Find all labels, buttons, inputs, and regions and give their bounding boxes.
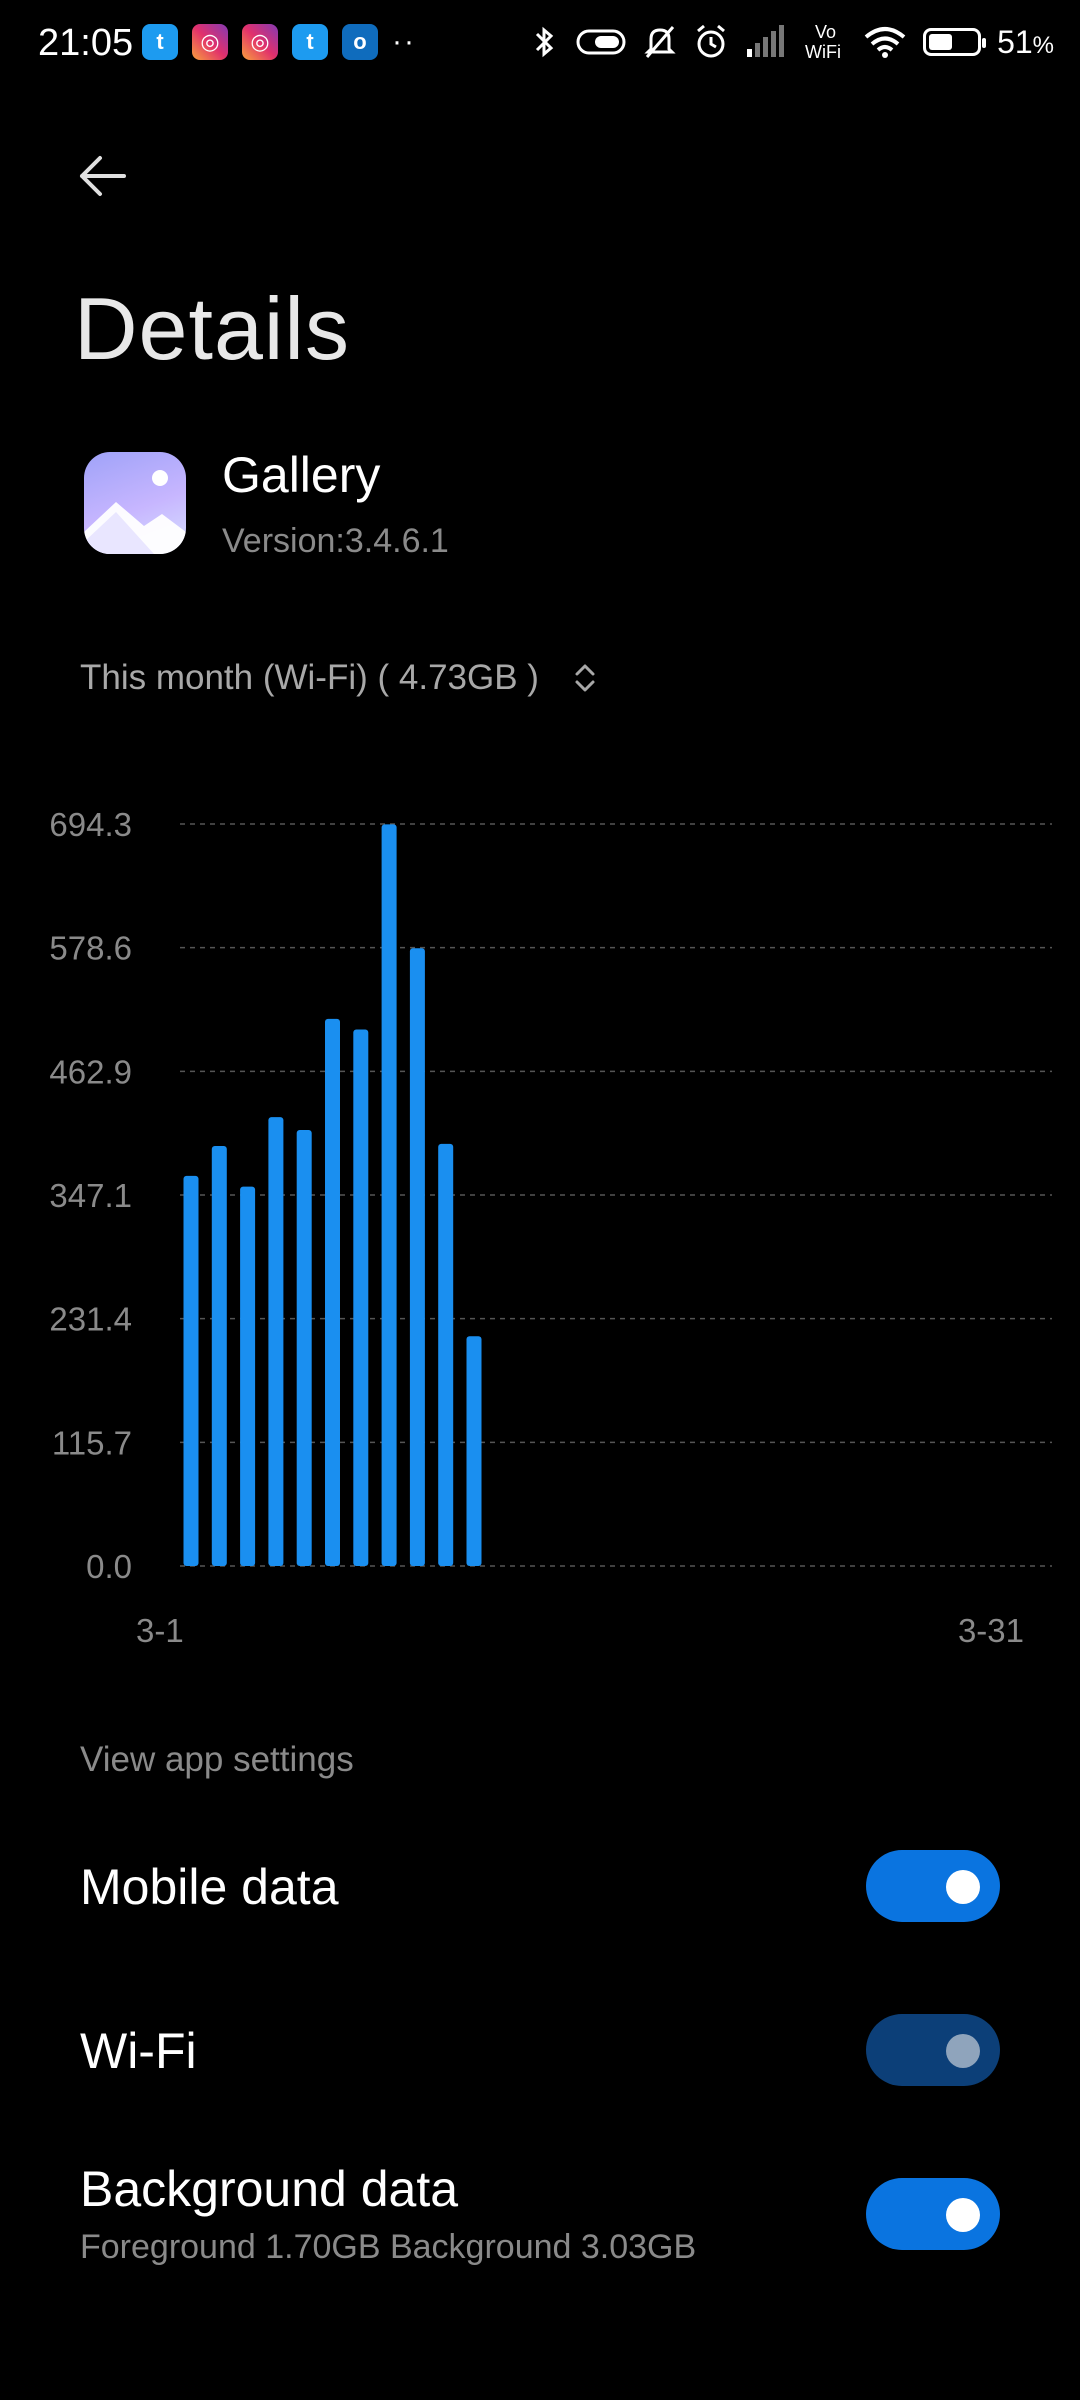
mobile-data-toggle[interactable] [866, 1850, 1000, 1922]
y-tick-label: 462.9 [49, 1053, 132, 1090]
background-data-label: Background data [80, 2161, 459, 2217]
bar-3-6[interactable] [325, 1018, 340, 1566]
battery-percent: 51% [997, 23, 1054, 60]
wifi-label: Wi-Fi [80, 2023, 197, 2079]
sort-arrows-icon [575, 664, 595, 692]
y-tick-label: 694.3 [49, 806, 132, 843]
wifi-icon [864, 27, 906, 58]
mobile-data-row[interactable]: Mobile data [0, 1826, 1080, 1946]
toggle-knob [946, 2198, 980, 2232]
background-data-toggle[interactable] [866, 2178, 1000, 2250]
y-tick-label: 115.7 [52, 1424, 132, 1461]
bar-3-1[interactable] [183, 1175, 199, 1566]
system-icons: Vo WiFi 51% [531, 22, 1054, 62]
outlook-icon: o [342, 24, 378, 60]
period-selector[interactable]: This month (Wi-Fi) ( 4.73GB ) [80, 658, 597, 698]
wifi-calling-label-bottom: WiFi [805, 42, 841, 62]
background-data-row[interactable]: Background data Foreground 1.70GB Backgr… [0, 2150, 1080, 2290]
y-tick-label: 0.0 [86, 1548, 132, 1585]
status-bar: 21:05 t ◎ ◎ t o ·· Vo WiFi 51% [0, 0, 1080, 90]
bar-3-8[interactable] [381, 824, 397, 1566]
y-tick-label: 578.6 [49, 930, 132, 967]
x-tick-label: 3-1 [136, 1612, 184, 1649]
alarm-icon [697, 24, 726, 58]
y-tick-label: 231.4 [49, 1301, 132, 1338]
signal-icon [747, 25, 785, 57]
instagram-icon: ◎ [242, 24, 278, 60]
period-selector-label: This month (Wi-Fi) ( 4.73GB ) [80, 658, 539, 697]
background-data-usage: Foreground 1.70GB Background 3.03GB [80, 2228, 697, 2266]
wifi-calling-label-top: Vo [815, 22, 836, 42]
bar-3-10[interactable] [438, 1143, 454, 1566]
battery-icon [923, 28, 987, 56]
bluetooth-icon [536, 26, 554, 58]
app-version: Version:3.4.6.1 [222, 522, 449, 560]
bar-3-2[interactable] [211, 1146, 227, 1566]
battery-fill [929, 34, 953, 50]
twitter-icon: t [292, 24, 328, 60]
nfc-toggle-icon [576, 29, 626, 55]
y-tick-label: 347.1 [49, 1177, 132, 1214]
page-title: Details [74, 279, 350, 378]
mute-icon [644, 26, 676, 58]
more-notifications-icon: ·· [392, 25, 416, 58]
back-arrow-icon [80, 156, 126, 196]
back-button[interactable] [68, 140, 148, 220]
notification-icons: t ◎ ◎ t o ·· [142, 24, 416, 60]
gallery-app-icon [84, 452, 186, 554]
mobile-data-label: Mobile data [80, 1859, 339, 1915]
instagram-icon: ◎ [192, 24, 228, 60]
status-time: 21:05 [38, 22, 134, 64]
wifi-row[interactable]: Wi-Fi [0, 1990, 1080, 2110]
bar-3-4[interactable] [268, 1117, 284, 1566]
bar-3-7[interactable] [353, 1029, 369, 1566]
gallery-landscape-icon [84, 470, 186, 554]
wifi-calling-icon: Vo WiFi [805, 22, 841, 62]
bar-3-11[interactable] [466, 1336, 482, 1566]
x-tick-label: 3-31 [958, 1612, 1024, 1649]
wifi-toggle[interactable] [866, 2014, 1000, 2086]
toggle-knob [946, 2034, 980, 2068]
bar-3-3[interactable] [240, 1186, 256, 1566]
app-name: Gallery [222, 447, 381, 503]
toggle-knob [946, 1870, 980, 1904]
view-app-settings-link[interactable]: View app settings [80, 1740, 354, 1779]
bar-3-9[interactable] [409, 948, 425, 1566]
twitter-icon: t [142, 24, 178, 60]
usage-bar-chart: 694.3 578.6 462.9 347.1 231.4 115.7 0.03-1 3-31 [49, 806, 1052, 1649]
bar-3-5[interactable] [296, 1129, 312, 1566]
